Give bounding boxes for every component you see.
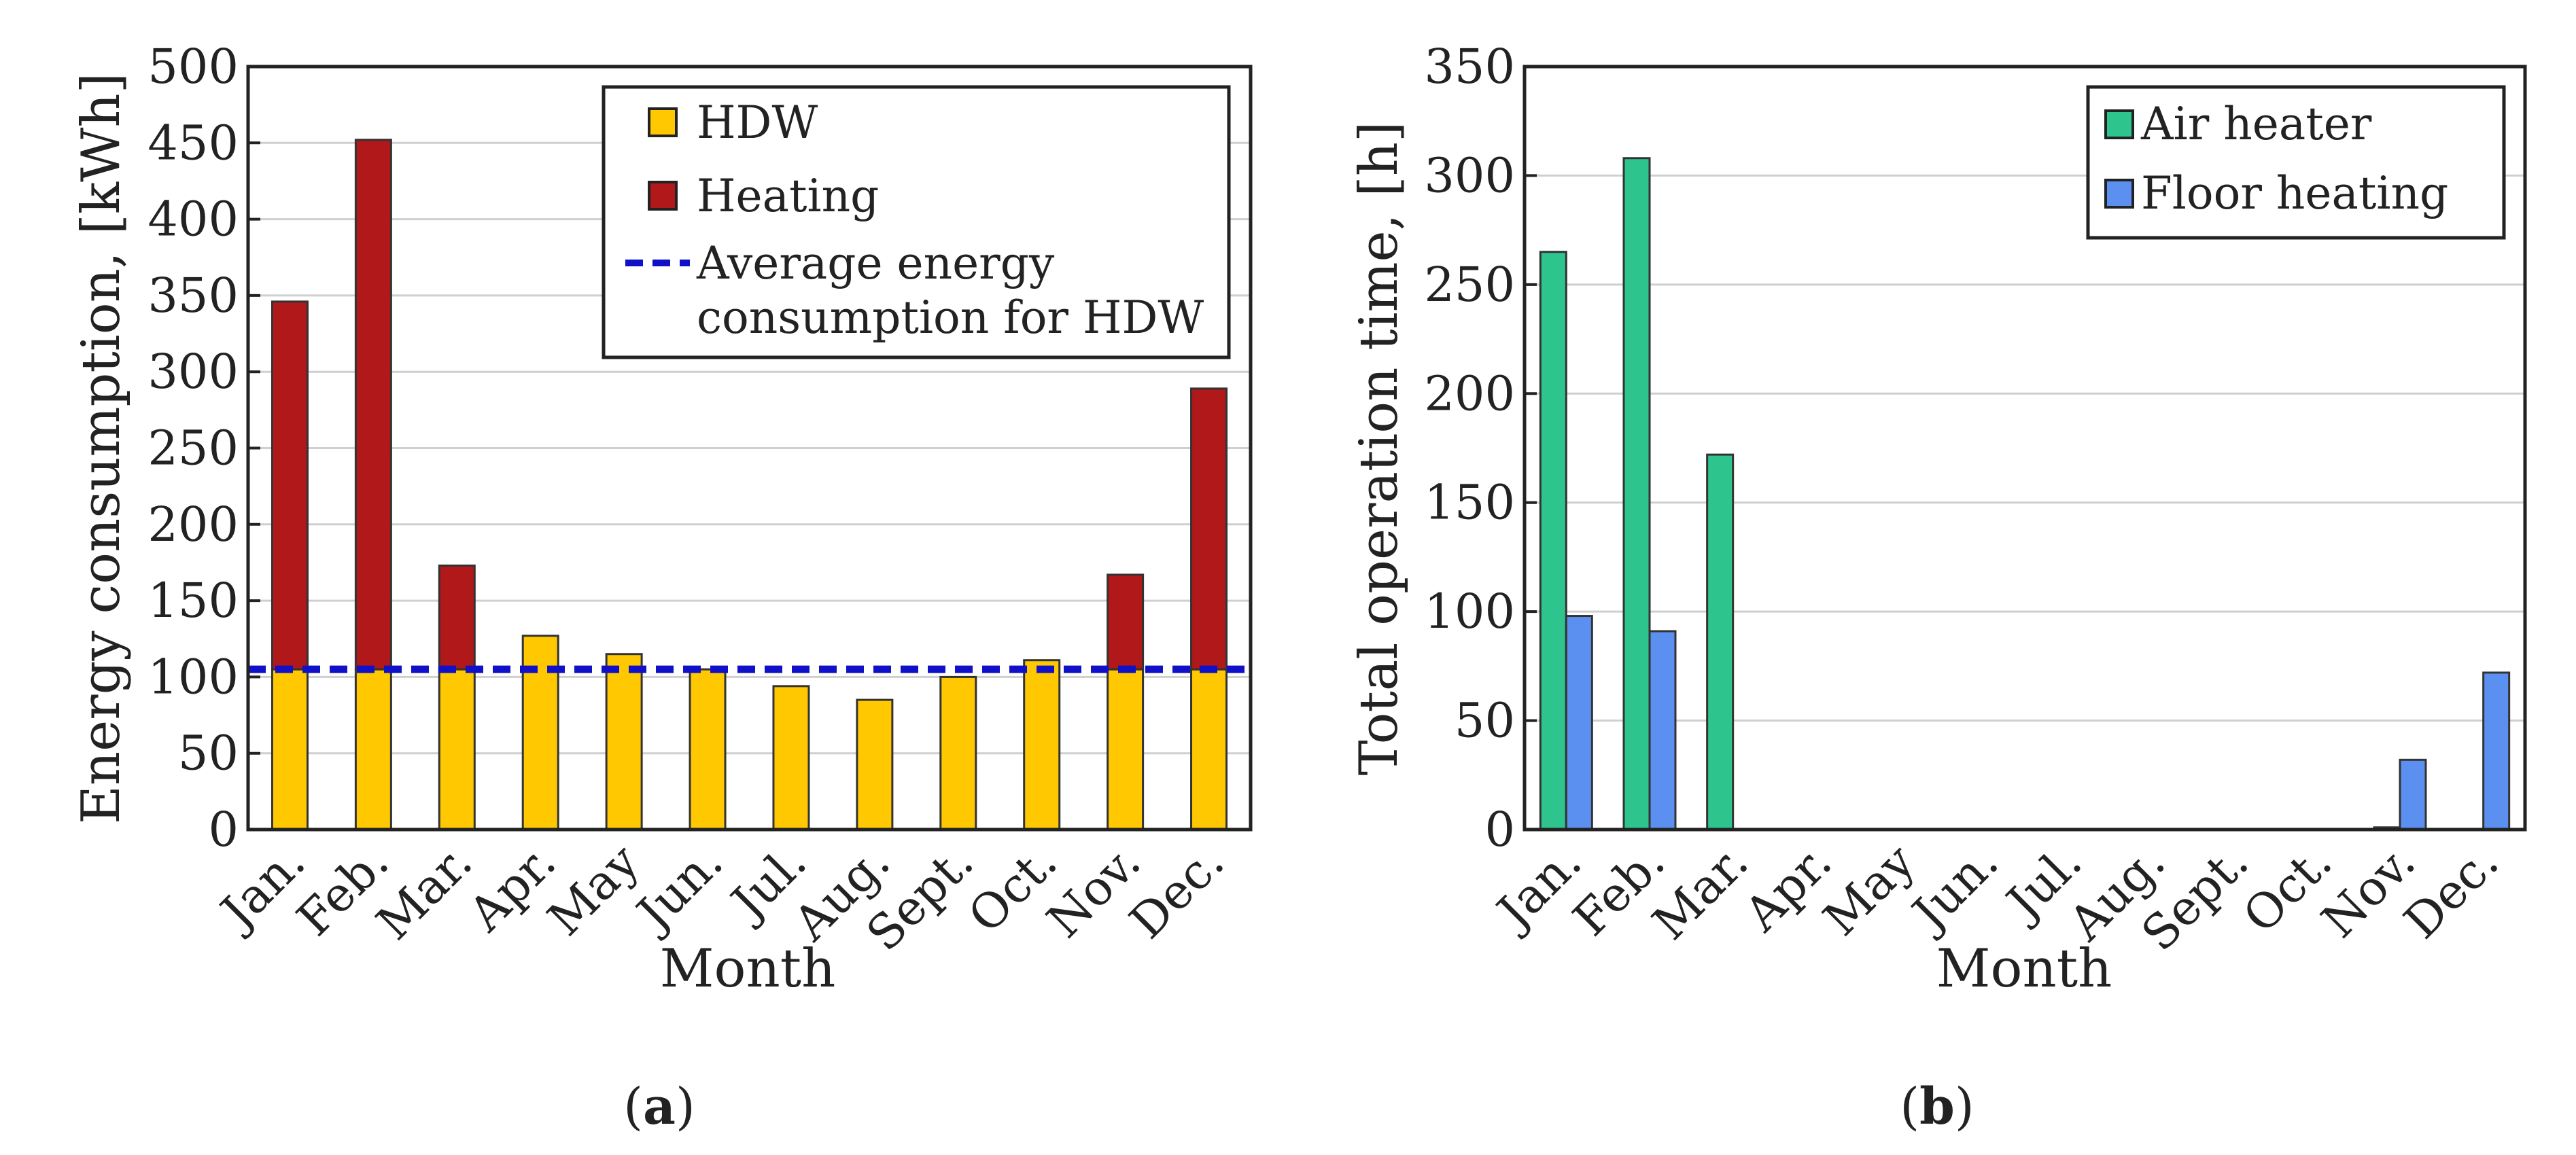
bar-hdw-apr bbox=[521, 635, 559, 831]
chart-b: 050100150200250300350Jan.Feb.Mar.Apr.May… bbox=[1348, 39, 2527, 1136]
y-tick-label-200: 200 bbox=[147, 497, 239, 552]
chart-b-y-axis-label: Total operation time, [h] bbox=[1348, 122, 1410, 776]
chart-a-bars bbox=[271, 139, 1228, 831]
legend-label-heating: Heating bbox=[697, 170, 879, 222]
bar-hdw-mar bbox=[438, 668, 476, 831]
bar-air-heater-feb bbox=[1622, 157, 1651, 831]
chart-b-legend: Air heater Floor heating bbox=[2086, 85, 2506, 240]
legend-label-average-line-1: Average energy bbox=[696, 237, 1055, 289]
bar-hdw-oct bbox=[1023, 659, 1061, 831]
x-tick-label-dec: Dec. bbox=[1119, 834, 1234, 949]
x-tick-label-dec: Dec. bbox=[2393, 834, 2509, 949]
x-tick-label-jun: Jun. bbox=[1899, 834, 2009, 944]
y-tick-label-0: 0 bbox=[208, 802, 239, 857]
legend-swatch-air-heater bbox=[2104, 109, 2134, 139]
legend-swatch-heating bbox=[648, 181, 678, 211]
bar-hdw-sept bbox=[939, 675, 977, 831]
y-tick-label-250: 250 bbox=[1424, 257, 1515, 313]
bar-hdw-jul bbox=[772, 685, 810, 831]
bar-heating-mar bbox=[438, 564, 476, 671]
bar-air-heater-mar bbox=[1706, 453, 1735, 831]
y-tick-label-200: 200 bbox=[1424, 366, 1515, 421]
chart-b-panel-letter: b bbox=[1919, 1078, 1955, 1136]
y-tick-label-500: 500 bbox=[147, 39, 239, 94]
x-tick-label-nov: Nov. bbox=[1037, 834, 1151, 948]
chart-b-panel-label: (b) bbox=[1900, 1078, 1974, 1136]
bar-heating-jan bbox=[271, 300, 309, 671]
legend-swatch-hdw bbox=[648, 107, 678, 137]
chart-a-x-axis-label: Month bbox=[660, 938, 836, 999]
y-tick-label-350: 350 bbox=[147, 268, 239, 323]
bar-heating-nov bbox=[1107, 573, 1145, 671]
chart-a-panel-letter: a bbox=[643, 1078, 676, 1136]
x-tick-label-may: May bbox=[1813, 834, 1926, 946]
y-tick-label-150: 150 bbox=[147, 573, 239, 628]
bar-floor-heating-jan bbox=[1565, 615, 1593, 831]
bar-hdw-jan bbox=[271, 668, 309, 831]
x-tick-label-feb: Feb. bbox=[1563, 834, 1675, 946]
x-tick-label-jun: Jun. bbox=[623, 834, 733, 944]
bar-heating-dec bbox=[1190, 387, 1228, 671]
x-tick-label-oct: Oct. bbox=[2232, 834, 2342, 944]
y-tick-label-100: 100 bbox=[147, 649, 239, 705]
y-tick-label-250: 250 bbox=[147, 421, 239, 476]
legend-label-hdw: HDW bbox=[697, 96, 818, 149]
chart-b-bars bbox=[1539, 157, 2511, 831]
bar-floor-heating-nov bbox=[2399, 758, 2427, 831]
x-tick-label-apr: Apr. bbox=[457, 834, 566, 942]
bar-hdw-aug bbox=[856, 698, 894, 831]
chart-a: 050100150200250300350400450500Jan.Feb.Ma… bbox=[71, 39, 1253, 1136]
bar-hdw-nov bbox=[1107, 668, 1145, 831]
x-tick-label-may: May bbox=[537, 834, 650, 946]
bar-floor-heating-feb bbox=[1648, 630, 1677, 831]
chart-b-legend-box bbox=[2086, 85, 2506, 240]
y-tick-label-0: 0 bbox=[1484, 802, 1515, 857]
chart-a-y-axis-label: Energy consumption, [kWh] bbox=[71, 73, 132, 824]
y-tick-label-450: 450 bbox=[147, 115, 239, 171]
y-tick-label-50: 50 bbox=[178, 726, 239, 781]
x-tick-label-nov: Nov. bbox=[2311, 834, 2426, 948]
y-tick-label-50: 50 bbox=[1455, 693, 1515, 749]
legend-label-floor-heating: Floor heating bbox=[2141, 167, 2448, 219]
y-tick-label-100: 100 bbox=[1424, 584, 1515, 639]
bar-hdw-feb bbox=[354, 668, 392, 831]
x-tick-label-apr: Apr. bbox=[1733, 834, 1842, 942]
legend-swatch-floor-heating bbox=[2104, 179, 2134, 209]
x-tick-label-oct: Oct. bbox=[958, 834, 1068, 944]
chart-a-legend: HDW Heating Average energy consumption f… bbox=[602, 85, 1231, 359]
bar-heating-feb bbox=[354, 139, 392, 671]
bar-hdw-dec bbox=[1190, 668, 1228, 831]
legend-label-average-line-2: consumption for HDW bbox=[697, 291, 1204, 344]
bar-air-heater-jan bbox=[1539, 251, 1567, 831]
bar-hdw-may bbox=[605, 653, 643, 831]
chart-b-x-axis-label: Month bbox=[1936, 938, 2112, 999]
y-tick-label-400: 400 bbox=[147, 192, 239, 247]
y-tick-label-350: 350 bbox=[1424, 39, 1515, 94]
x-tick-label-mar: Mar. bbox=[1642, 834, 1759, 950]
bar-hdw-jun bbox=[689, 668, 727, 831]
legend-label-air-heater: Air heater bbox=[2140, 98, 2372, 150]
chart-a-panel-label: (a) bbox=[623, 1078, 695, 1136]
x-tick-label-feb: Feb. bbox=[286, 834, 399, 946]
y-tick-label-300: 300 bbox=[1424, 147, 1515, 203]
x-tick-label-mar: Mar. bbox=[366, 834, 483, 950]
chart-a-legend-box bbox=[602, 85, 1231, 359]
chart-b-frame bbox=[1522, 65, 2527, 832]
bar-floor-heating-dec bbox=[2482, 671, 2511, 831]
y-tick-label-150: 150 bbox=[1424, 475, 1515, 531]
y-tick-label-300: 300 bbox=[147, 344, 239, 399]
